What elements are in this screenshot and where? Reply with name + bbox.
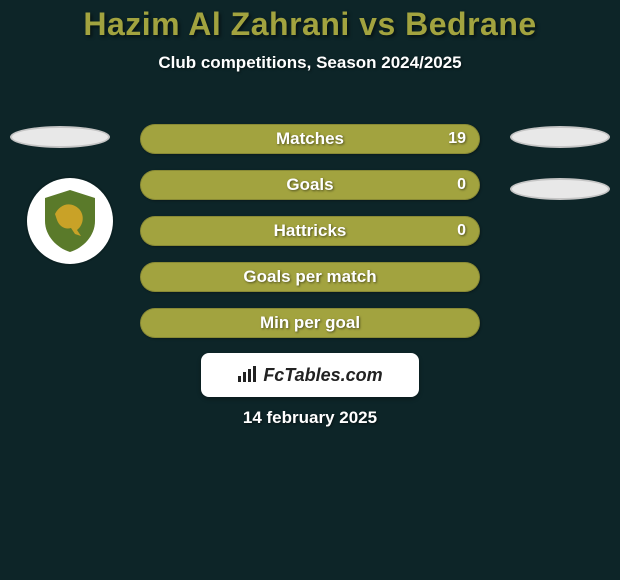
stat-bar-hattricks: Hattricks 0 xyxy=(140,216,480,246)
brand-box: FcTables.com xyxy=(201,353,419,397)
shield-badge-icon xyxy=(35,186,105,256)
stat-bar-goals: Goals 0 xyxy=(140,170,480,200)
stat-bars: Matches 19 Goals 0 Hattricks 0 Goals per… xyxy=(140,124,480,354)
stat-bar-min-per-goal: Min per goal xyxy=(140,308,480,338)
page-subtitle: Club competitions, Season 2024/2025 xyxy=(0,53,620,73)
comparison-infographic: Hazim Al Zahrani vs Bedrane Club competi… xyxy=(0,0,620,580)
brand-text: FcTables.com xyxy=(263,365,382,386)
stat-bar-goals-per-match: Goals per match xyxy=(140,262,480,292)
stat-right-value: 19 xyxy=(446,130,466,148)
stat-label: Hattricks xyxy=(274,221,347,241)
player-left-ellipse-top xyxy=(10,126,110,148)
date-label: 14 february 2025 xyxy=(0,408,620,428)
stat-right-value: 0 xyxy=(446,176,466,194)
stat-right-value: 0 xyxy=(446,222,466,240)
bars-chart-icon xyxy=(237,366,259,384)
stat-bar-matches: Matches 19 xyxy=(140,124,480,154)
stat-label: Min per goal xyxy=(260,313,360,333)
player-right-ellipse-bottom xyxy=(510,178,610,200)
brand-label: FcTables.com xyxy=(237,365,382,386)
stat-label: Goals per match xyxy=(243,267,376,287)
stat-label: Goals xyxy=(286,175,333,195)
stat-label: Matches xyxy=(276,129,344,149)
player-left-badge xyxy=(27,178,113,264)
page-title: Hazim Al Zahrani vs Bedrane xyxy=(0,0,620,43)
player-right-ellipse-top xyxy=(510,126,610,148)
